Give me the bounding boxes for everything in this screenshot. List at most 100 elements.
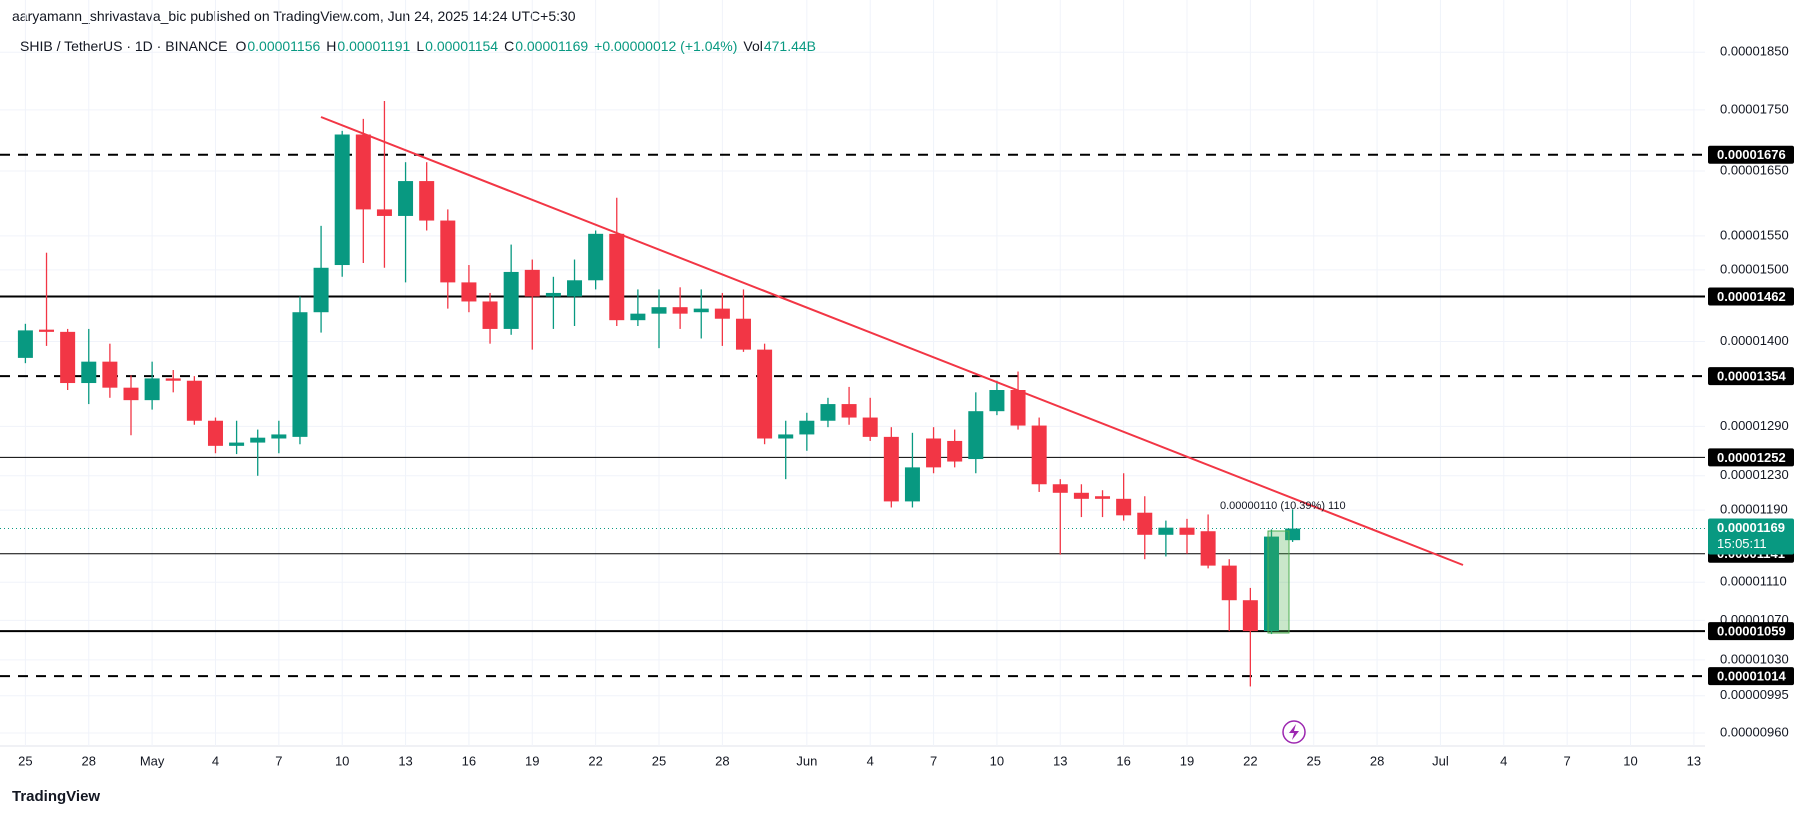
level-label: 0.00001252 bbox=[1717, 450, 1786, 465]
candle-body bbox=[482, 301, 498, 329]
candle-body bbox=[714, 308, 730, 319]
candle-body bbox=[503, 271, 519, 329]
y-tick-label: 0.00001190 bbox=[1720, 502, 1788, 517]
x-tick-label: 4 bbox=[867, 753, 874, 768]
candle-body bbox=[334, 134, 350, 266]
candle-body bbox=[1200, 531, 1216, 566]
candle-body bbox=[609, 233, 625, 321]
candle-body bbox=[862, 417, 878, 437]
ohlc-key: O bbox=[235, 38, 247, 54]
candle-body bbox=[799, 420, 815, 435]
alert-bolt bbox=[1289, 724, 1299, 740]
x-tick-label: 10 bbox=[335, 753, 349, 768]
x-tick-label: 28 bbox=[82, 753, 96, 768]
candle-body bbox=[1242, 600, 1258, 632]
candle-body bbox=[292, 312, 308, 437]
level-label-box bbox=[1708, 448, 1794, 467]
candle-body bbox=[947, 440, 963, 462]
candle-body bbox=[313, 267, 329, 313]
symbol-line: SHIB / TetherUS · 1D · BINANCE O0.0000115… bbox=[20, 38, 822, 54]
x-tick-label: 7 bbox=[1564, 753, 1571, 768]
candle-body bbox=[883, 436, 899, 502]
candle-body bbox=[841, 404, 857, 418]
candle-body bbox=[250, 437, 266, 443]
level-label: 0.00001676 bbox=[1717, 147, 1786, 162]
x-tick-label: 19 bbox=[1180, 753, 1194, 768]
y-tick-label: 0.00001850 bbox=[1720, 44, 1789, 59]
candle-body bbox=[1010, 390, 1026, 426]
candle-body bbox=[144, 378, 160, 401]
x-tick-label: 28 bbox=[1370, 753, 1384, 768]
ohlc-key: L bbox=[416, 38, 425, 54]
alert-icon[interactable] bbox=[1282, 720, 1306, 744]
candle-body bbox=[1137, 512, 1153, 535]
candle-body bbox=[17, 330, 33, 358]
ohlc-value: 0.00001169 bbox=[515, 38, 589, 54]
candle-body bbox=[165, 378, 181, 381]
x-tick-label: 19 bbox=[525, 753, 539, 768]
ohlc-value: 0.00001191 bbox=[337, 38, 411, 54]
candle-body bbox=[757, 349, 773, 439]
x-tick-label: 28 bbox=[715, 753, 729, 768]
candle-body bbox=[989, 390, 1005, 412]
candle-body bbox=[60, 331, 76, 384]
candle-body bbox=[820, 404, 836, 421]
candle-body bbox=[271, 434, 287, 439]
measure-label: 0.00000110 (10.39%) 110 bbox=[1220, 500, 1346, 512]
x-tick-label: 7 bbox=[275, 753, 282, 768]
candle-body bbox=[1095, 496, 1111, 499]
candle-body bbox=[778, 434, 794, 439]
x-tick-label: 25 bbox=[18, 753, 32, 768]
candle-body bbox=[123, 387, 139, 401]
measure-box bbox=[1267, 530, 1290, 634]
last-price-label: 0.00001169 bbox=[1717, 520, 1785, 535]
level-label-box bbox=[1708, 367, 1794, 386]
x-tick-label: May bbox=[140, 753, 165, 768]
y-tick-label: 0.00001650 bbox=[1720, 162, 1789, 177]
x-tick-label: 4 bbox=[212, 753, 219, 768]
x-tick-label: 13 bbox=[1687, 753, 1701, 768]
x-tick-label: 16 bbox=[462, 753, 476, 768]
ohlc-value: 0.00001156 bbox=[247, 38, 321, 54]
candle-body bbox=[355, 134, 371, 210]
candle-body bbox=[1073, 492, 1089, 499]
symbol: SHIB / TetherUS · 1D · BINANCE bbox=[20, 38, 228, 54]
change: +0.00000012 (+1.04%) bbox=[594, 38, 738, 54]
last-price-box bbox=[1708, 518, 1794, 555]
candle-body bbox=[735, 318, 751, 350]
candle-body bbox=[672, 307, 688, 314]
candle-body bbox=[545, 292, 561, 297]
candle-body bbox=[398, 181, 414, 216]
x-tick-label: 10 bbox=[990, 753, 1004, 768]
candle-body bbox=[207, 420, 223, 446]
level-label: 0.00001059 bbox=[1717, 624, 1786, 639]
volume-key: Vol bbox=[743, 38, 763, 54]
x-tick-label: 7 bbox=[930, 753, 937, 768]
candle-body bbox=[39, 329, 55, 332]
level-label-box bbox=[1708, 667, 1794, 686]
candle-body bbox=[1221, 565, 1237, 601]
candle-body bbox=[904, 467, 920, 502]
y-tick-label: 0.00001110 bbox=[1720, 574, 1787, 589]
candle-body bbox=[229, 442, 245, 446]
level-label: 0.00001354 bbox=[1717, 369, 1786, 384]
y-tick-label: 0.00001550 bbox=[1720, 227, 1789, 242]
candle-body bbox=[567, 280, 583, 297]
x-tick-label: 13 bbox=[398, 753, 412, 768]
candle-body bbox=[461, 282, 477, 302]
x-tick-label: Jun bbox=[796, 753, 817, 768]
x-tick-label: 25 bbox=[652, 753, 666, 768]
candle-body bbox=[81, 361, 97, 384]
candle-body bbox=[926, 438, 942, 468]
x-tick-label: 13 bbox=[1053, 753, 1067, 768]
candle-body bbox=[376, 209, 392, 216]
level-label-box bbox=[1708, 145, 1794, 164]
trendline bbox=[320, 116, 1464, 566]
candle-body bbox=[693, 308, 709, 313]
x-tick-label: 22 bbox=[588, 753, 602, 768]
x-tick-label: 10 bbox=[1623, 753, 1637, 768]
level-label-box bbox=[1708, 287, 1794, 306]
candle-body bbox=[968, 411, 984, 460]
